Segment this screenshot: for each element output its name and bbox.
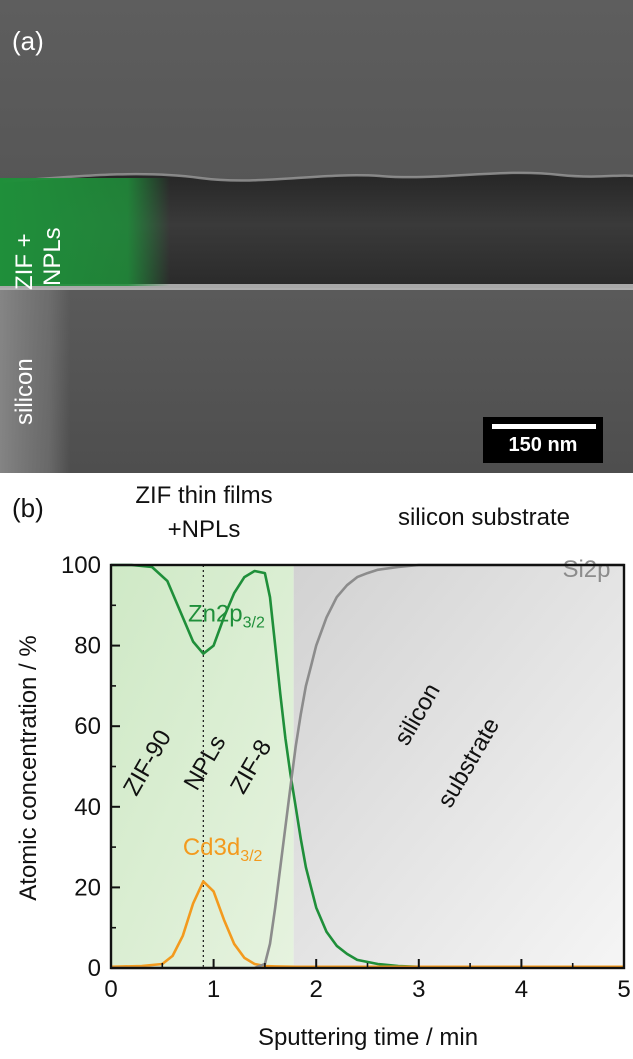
region-silicon-substrate	[293, 565, 624, 968]
layer-label-film-line2: NPLs	[39, 227, 66, 286]
header-zif-line1: ZIF thin films	[135, 482, 272, 509]
xps-depth-profile-chart: (b) ZIF thin films +NPLs silicon substra…	[12, 482, 631, 1051]
region-zif-thin-films	[111, 565, 294, 968]
sem-image-panel: (a) ZIF + NPLs silicon 150 nm	[0, 0, 633, 473]
x-tick-label: 2	[310, 976, 323, 1003]
film-overlay	[0, 178, 170, 286]
panel-a-label: (a)	[12, 26, 44, 56]
series-line-cd3d3-2	[110, 880, 624, 969]
y-tick-label: 60	[74, 713, 101, 740]
series-line-si2p	[111, 563, 624, 970]
series-label-si2p: Si2p	[562, 556, 610, 583]
x-tick-label: 1	[207, 976, 220, 1003]
series-label-cd3d: Cd3d3/2	[183, 834, 263, 865]
layer-label-film-line1: ZIF +	[11, 233, 38, 290]
x-tick-label: 5	[617, 976, 630, 1003]
axes: 0 1 2 3 4 5 0 20 40 60 80 100	[61, 552, 631, 1003]
panel-b-label: (b)	[12, 493, 44, 523]
layer-label-silicon: silicon	[11, 358, 38, 425]
silicon-overlay	[0, 290, 70, 473]
x-axis-label: Sputtering time / min	[258, 1024, 478, 1051]
data-series	[110, 563, 624, 970]
region-shading	[111, 565, 624, 968]
header-zif-line2: +NPLs	[168, 516, 241, 543]
y-tick-label: 20	[74, 874, 101, 901]
y-tick-label: 40	[74, 794, 101, 821]
scale-bar	[492, 424, 596, 429]
y-tick-label: 80	[74, 633, 101, 660]
y-axis-label: Atomic concentration / %	[15, 635, 42, 900]
scale-bar-label: 150 nm	[509, 434, 578, 456]
series-line-zn2p3-2	[111, 563, 624, 969]
x-tick-label: 0	[104, 976, 117, 1003]
y-tick-label: 0	[88, 955, 101, 982]
x-tick-label: 4	[515, 976, 528, 1003]
x-tick-label: 3	[412, 976, 425, 1003]
header-silicon-substrate: silicon substrate	[398, 504, 570, 531]
interface-line	[0, 284, 633, 290]
y-tick-label: 100	[61, 552, 101, 579]
